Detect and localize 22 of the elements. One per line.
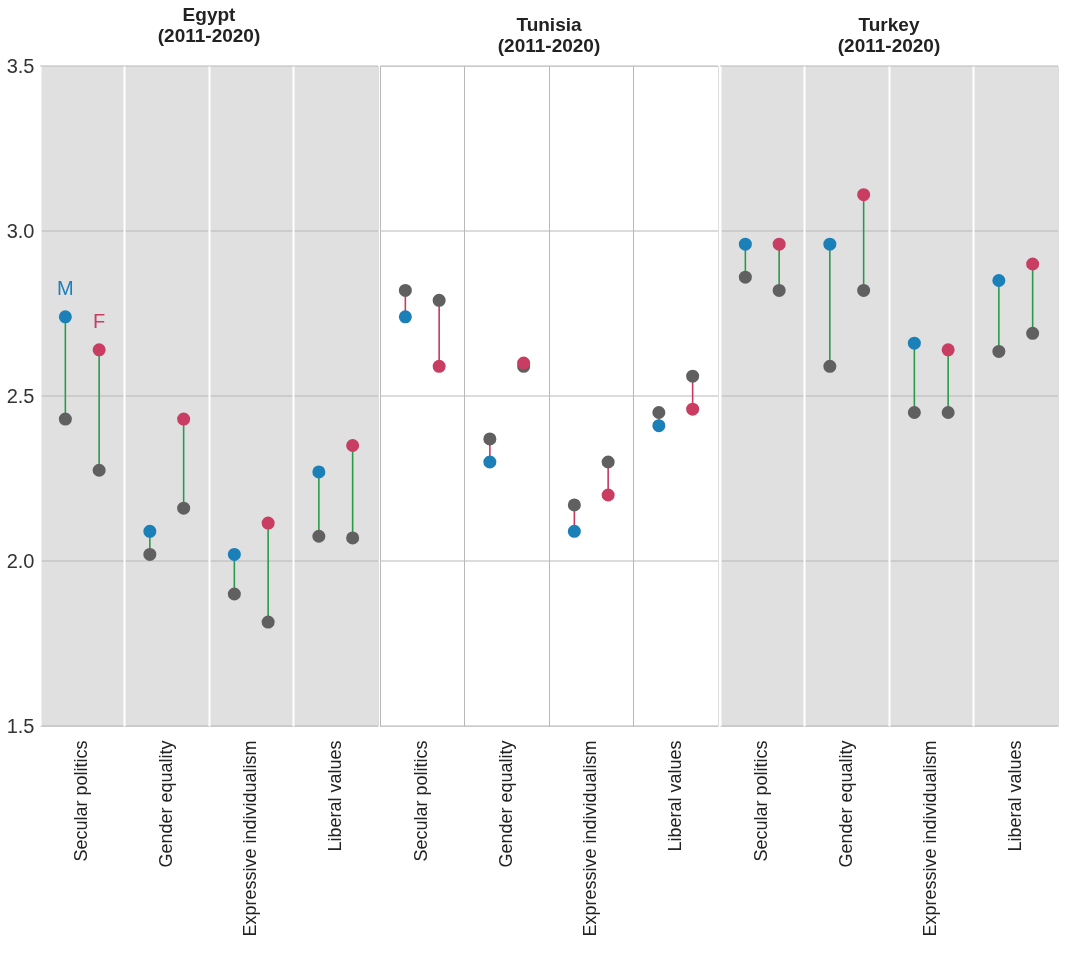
x-tick-label: Expressive individualism: [580, 740, 601, 937]
series-label: M: [57, 276, 74, 299]
x-tick-label: Secular politics: [71, 740, 92, 862]
x-tick-label: Liberal values: [1004, 740, 1025, 852]
x-tick-label: Expressive individualism: [920, 740, 941, 937]
x-tick-label: Liberal values: [664, 740, 685, 852]
x-tick-label: Secular politics: [411, 740, 432, 862]
y-tick-label: 2.5: [6, 384, 35, 407]
y-tick-label: 1.5: [6, 714, 35, 737]
x-tick-label: Secular politics: [751, 740, 772, 862]
y-tick-label: 3.5: [6, 54, 35, 77]
x-tick-label: Expressive individualism: [240, 740, 261, 937]
chart-title: Turkey (2011-2020): [837, 13, 941, 56]
y-tick-label: 2.0: [6, 549, 35, 572]
chart-title: Egypt (2011-2020): [157, 4, 261, 46]
series-label: F: [93, 309, 106, 332]
chart-title: Tunisia (2011-2020): [497, 13, 601, 56]
x-tick-label: Gender equality: [835, 740, 856, 868]
x-tick-label: Liberal values: [324, 740, 345, 852]
x-tick-label: Gender equality: [495, 740, 516, 868]
y-tick-label: 3.0: [6, 219, 35, 242]
x-tick-label: Gender equality: [155, 740, 176, 868]
